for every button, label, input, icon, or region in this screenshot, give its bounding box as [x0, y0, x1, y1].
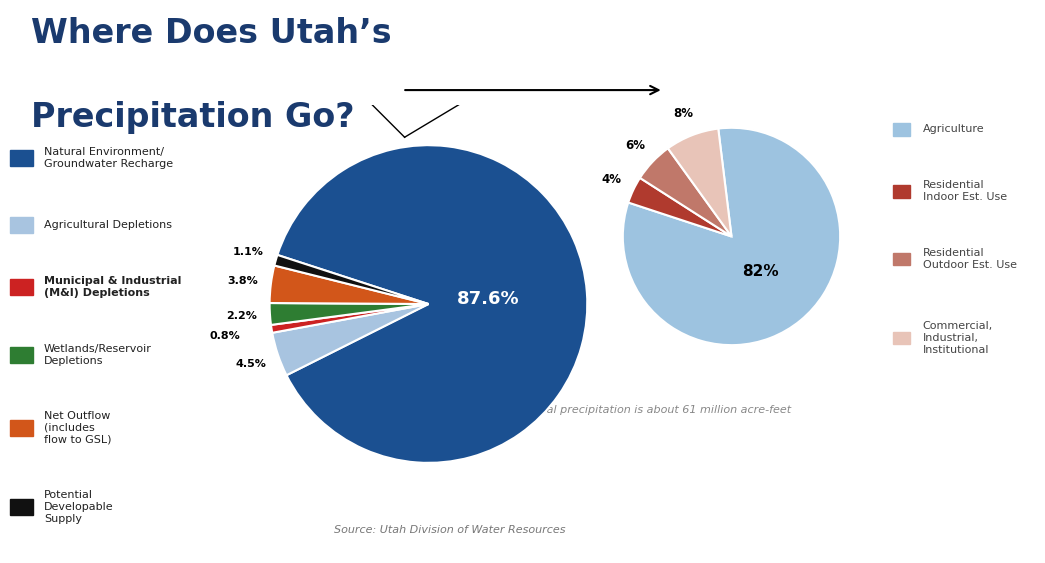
Text: Agriculture: Agriculture [923, 124, 984, 135]
Wedge shape [271, 304, 428, 333]
Text: 87.6%: 87.6% [458, 291, 520, 309]
Text: Commercial,
Industrial,
Institutional: Commercial, Industrial, Institutional [923, 321, 993, 355]
Text: Natural Environment/
Groundwater Recharge: Natural Environment/ Groundwater Recharg… [44, 146, 173, 169]
Text: 2.2%: 2.2% [226, 311, 257, 321]
Bar [10, 217, 33, 233]
Bar [10, 150, 33, 166]
Text: 4.5%: 4.5% [235, 359, 266, 369]
Wedge shape [628, 178, 731, 236]
Wedge shape [277, 145, 587, 463]
Wedge shape [623, 128, 840, 345]
Text: *Average annual precipitation is about 61 million acre-feet: *Average annual precipitation is about 6… [463, 405, 791, 415]
Text: Net Outflow
(includes
flow to GSL): Net Outflow (includes flow to GSL) [44, 411, 112, 445]
Wedge shape [270, 303, 428, 325]
Text: Residential
Outdoor Est. Use: Residential Outdoor Est. Use [923, 248, 1017, 270]
Text: 8%: 8% [673, 106, 693, 119]
Text: Source: Utah Division of Water Resources: Source: Utah Division of Water Resources [334, 525, 566, 535]
Text: 3.8%: 3.8% [227, 275, 258, 285]
Text: Residential
Indoor Est. Use: Residential Indoor Est. Use [923, 180, 1007, 203]
Text: 4%: 4% [602, 173, 622, 186]
Text: 0.8%: 0.8% [209, 331, 240, 341]
Text: Where Does Utah’s: Where Does Utah’s [31, 17, 392, 50]
Bar [893, 253, 910, 265]
Text: 6%: 6% [625, 139, 645, 152]
Bar [10, 279, 33, 295]
Bar [10, 499, 33, 515]
Bar [10, 347, 33, 363]
Wedge shape [275, 255, 428, 304]
Text: Municipal & Industrial
(M&I) Depletions: Municipal & Industrial (M&I) Depletions [44, 276, 181, 298]
Wedge shape [668, 128, 731, 236]
Text: 82%: 82% [742, 264, 779, 279]
Text: 1.1%: 1.1% [233, 247, 263, 257]
Wedge shape [640, 148, 731, 236]
Text: Potential
Developable
Supply: Potential Developable Supply [44, 490, 114, 524]
Bar [893, 185, 910, 198]
Wedge shape [273, 304, 428, 376]
Bar [893, 332, 910, 344]
Bar [10, 420, 33, 436]
Text: Agricultural Depletions: Agricultural Depletions [44, 220, 171, 230]
Text: Precipitation Go?: Precipitation Go? [31, 101, 355, 135]
Wedge shape [270, 266, 428, 304]
Text: Wetlands/Reservoir
Depletions: Wetlands/Reservoir Depletions [44, 343, 152, 366]
Bar [893, 123, 910, 136]
